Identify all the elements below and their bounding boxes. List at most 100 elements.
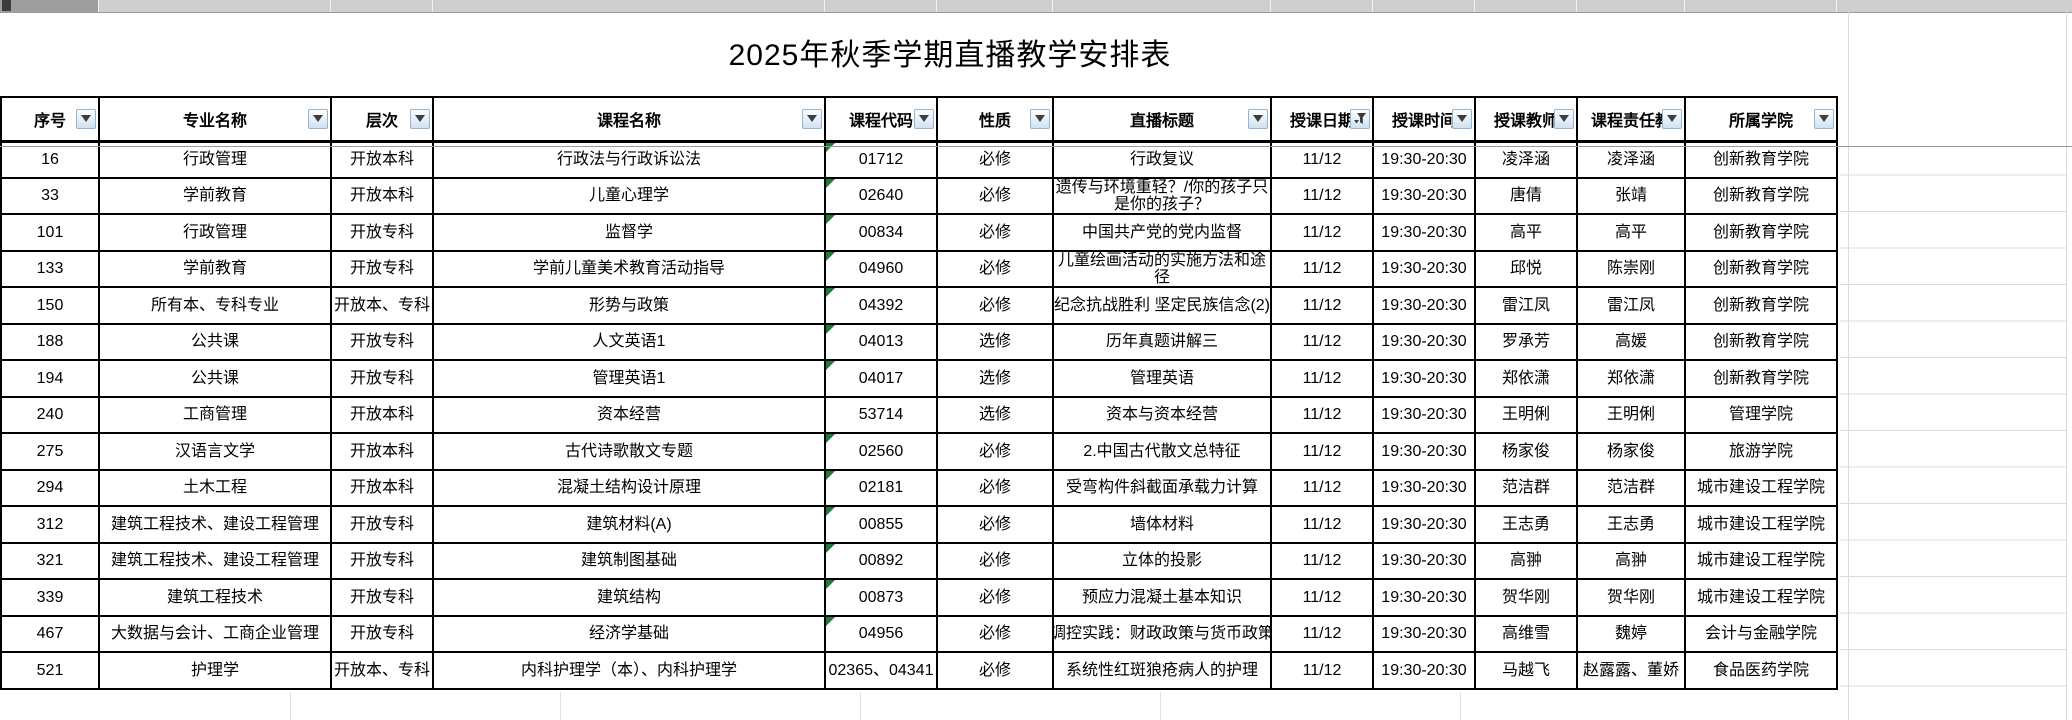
column-header-nature[interactable]: 性质 [936, 96, 1054, 143]
cell-seq[interactable]: 133 [0, 249, 100, 288]
cell-nature[interactable]: 选修 [936, 322, 1054, 361]
cell-owner[interactable]: 贺华刚 [1576, 578, 1686, 617]
cell-nature[interactable]: 必修 [936, 249, 1054, 288]
cell-time[interactable]: 19:30-20:30 [1372, 213, 1476, 252]
cell-owner[interactable]: 雷江凤 [1576, 286, 1686, 325]
cell-teacher[interactable]: 王明俐 [1474, 395, 1578, 434]
cell-major[interactable]: 汉语言文学 [98, 432, 332, 471]
filter-dropdown-button[interactable] [308, 108, 328, 129]
cell-teacher[interactable]: 罗承芳 [1474, 322, 1578, 361]
cell-time[interactable]: 19:30-20:30 [1372, 505, 1476, 544]
cell-level[interactable]: 开放专科 [330, 359, 434, 398]
cell-teacher[interactable]: 贺华刚 [1474, 578, 1578, 617]
cell-course[interactable]: 资本经营 [432, 395, 826, 434]
cell-seq[interactable]: 467 [0, 614, 100, 653]
cell-course[interactable]: 建筑结构 [432, 578, 826, 617]
cell-major[interactable]: 公共课 [98, 359, 332, 398]
cell-owner[interactable]: 范洁群 [1576, 468, 1686, 507]
cell-teacher[interactable]: 杨家俊 [1474, 432, 1578, 471]
cell-live-title[interactable]: 系统性红斑狼疮病人的护理 [1052, 651, 1272, 690]
cell-nature[interactable]: 必修 [936, 432, 1054, 471]
cell-time[interactable]: 19:30-20:30 [1372, 541, 1476, 580]
cell-date[interactable]: 11/12 [1270, 395, 1374, 434]
cell-time[interactable]: 19:30-20:30 [1372, 395, 1476, 434]
cell-date[interactable]: 11/12 [1270, 432, 1374, 471]
column-header-teacher[interactable]: 授课教师 [1474, 96, 1578, 143]
cell-teacher[interactable]: 马越飞 [1474, 651, 1578, 690]
filter-dropdown-button[interactable] [410, 108, 430, 129]
cell-seq[interactable]: 321 [0, 541, 100, 580]
cell-seq[interactable]: 275 [0, 432, 100, 471]
cell-level[interactable]: 开放本科 [330, 176, 434, 215]
cell-teacher[interactable]: 郑依潇 [1474, 359, 1578, 398]
cell-date[interactable]: 11/12 [1270, 541, 1374, 580]
cell-code[interactable]: 04017 [824, 359, 938, 398]
cell-level[interactable]: 开放专科 [330, 322, 434, 361]
filter-dropdown-button[interactable] [1814, 108, 1834, 129]
cell-college[interactable]: 创新教育学院 [1684, 213, 1838, 252]
cell-college[interactable]: 管理学院 [1684, 395, 1838, 434]
filter-dropdown-button[interactable] [1452, 108, 1472, 129]
cell-date[interactable]: 11/12 [1270, 176, 1374, 215]
cell-teacher[interactable]: 王志勇 [1474, 505, 1578, 544]
cell-college[interactable]: 城市建设工程学院 [1684, 578, 1838, 617]
cell-live-title[interactable]: 调控实践：财政政策与货币政策 [1052, 614, 1272, 653]
cell-owner[interactable]: 杨家俊 [1576, 432, 1686, 471]
cell-college[interactable]: 城市建设工程学院 [1684, 468, 1838, 507]
cell-level[interactable]: 开放专科 [330, 213, 434, 252]
cell-seq[interactable]: 33 [0, 176, 100, 215]
cell-college[interactable]: 创新教育学院 [1684, 322, 1838, 361]
cell-seq[interactable]: 150 [0, 286, 100, 325]
cell-code[interactable]: 04392 [824, 286, 938, 325]
cell-time[interactable]: 19:30-20:30 [1372, 578, 1476, 617]
cell-course[interactable]: 建筑制图基础 [432, 541, 826, 580]
cell-major[interactable]: 工商管理 [98, 395, 332, 434]
cell-level[interactable]: 开放本、专科 [330, 651, 434, 690]
cell-owner[interactable]: 高媛 [1576, 322, 1686, 361]
cell-nature[interactable]: 必修 [936, 286, 1054, 325]
cell-level[interactable]: 开放本科 [330, 395, 434, 434]
column-header-code[interactable]: 课程代码 [824, 96, 938, 143]
cell-live-title[interactable]: 遗传与环境重轻？/你的孩子只是你的孩子？ [1052, 176, 1272, 215]
cell-seq[interactable]: 294 [0, 468, 100, 507]
cell-time[interactable]: 19:30-20:30 [1372, 359, 1476, 398]
cell-date[interactable]: 11/12 [1270, 213, 1374, 252]
cell-date[interactable]: 11/12 [1270, 468, 1374, 507]
cell-code[interactable]: 02181 [824, 468, 938, 507]
cell-course[interactable]: 经济学基础 [432, 614, 826, 653]
cell-teacher[interactable]: 范洁群 [1474, 468, 1578, 507]
cell-code[interactable]: 00855 [824, 505, 938, 544]
column-header-date[interactable]: 授课日期 [1270, 96, 1374, 143]
cell-live-title[interactable]: 预应力混凝土基本知识 [1052, 578, 1272, 617]
cell-level[interactable]: 开放本科 [330, 468, 434, 507]
cell-seq[interactable]: 521 [0, 651, 100, 690]
cell-major[interactable]: 学前教育 [98, 249, 332, 288]
cell-live-title[interactable]: 儿童绘画活动的实施方法和途径 [1052, 249, 1272, 288]
cell-code[interactable]: 02365、04341 [824, 651, 938, 690]
cell-college[interactable]: 旅游学院 [1684, 432, 1838, 471]
filter-dropdown-button[interactable] [914, 108, 934, 129]
cell-owner[interactable]: 高翀 [1576, 541, 1686, 580]
cell-date[interactable]: 11/12 [1270, 651, 1374, 690]
cell-seq[interactable]: 188 [0, 322, 100, 361]
cell-live-title[interactable]: 受弯构件斜截面承载力计算 [1052, 468, 1272, 507]
cell-major[interactable]: 大数据与会计、工商企业管理 [98, 614, 332, 653]
cell-owner[interactable]: 高平 [1576, 213, 1686, 252]
cell-date[interactable]: 11/12 [1270, 322, 1374, 361]
column-header-college[interactable]: 所属学院 [1684, 96, 1838, 143]
cell-nature[interactable]: 必修 [936, 505, 1054, 544]
cell-live-title[interactable]: 2.中国古代散文总特征 [1052, 432, 1272, 471]
cell-major[interactable]: 建筑工程技术、建设工程管理 [98, 505, 332, 544]
cell-course[interactable]: 古代诗歌散文专题 [432, 432, 826, 471]
cell-college[interactable]: 创新教育学院 [1684, 249, 1838, 288]
filter-dropdown-button[interactable] [1662, 108, 1682, 129]
cell-code[interactable]: 00892 [824, 541, 938, 580]
cell-seq[interactable]: 339 [0, 578, 100, 617]
cell-live-title[interactable]: 资本与资本经营 [1052, 395, 1272, 434]
cell-college[interactable]: 城市建设工程学院 [1684, 505, 1838, 544]
cell-level[interactable]: 开放专科 [330, 249, 434, 288]
cell-live-title[interactable]: 中国共产党的党内监督 [1052, 213, 1272, 252]
cell-nature[interactable]: 选修 [936, 395, 1054, 434]
cell-college[interactable]: 城市建设工程学院 [1684, 541, 1838, 580]
cell-owner[interactable]: 魏婷 [1576, 614, 1686, 653]
